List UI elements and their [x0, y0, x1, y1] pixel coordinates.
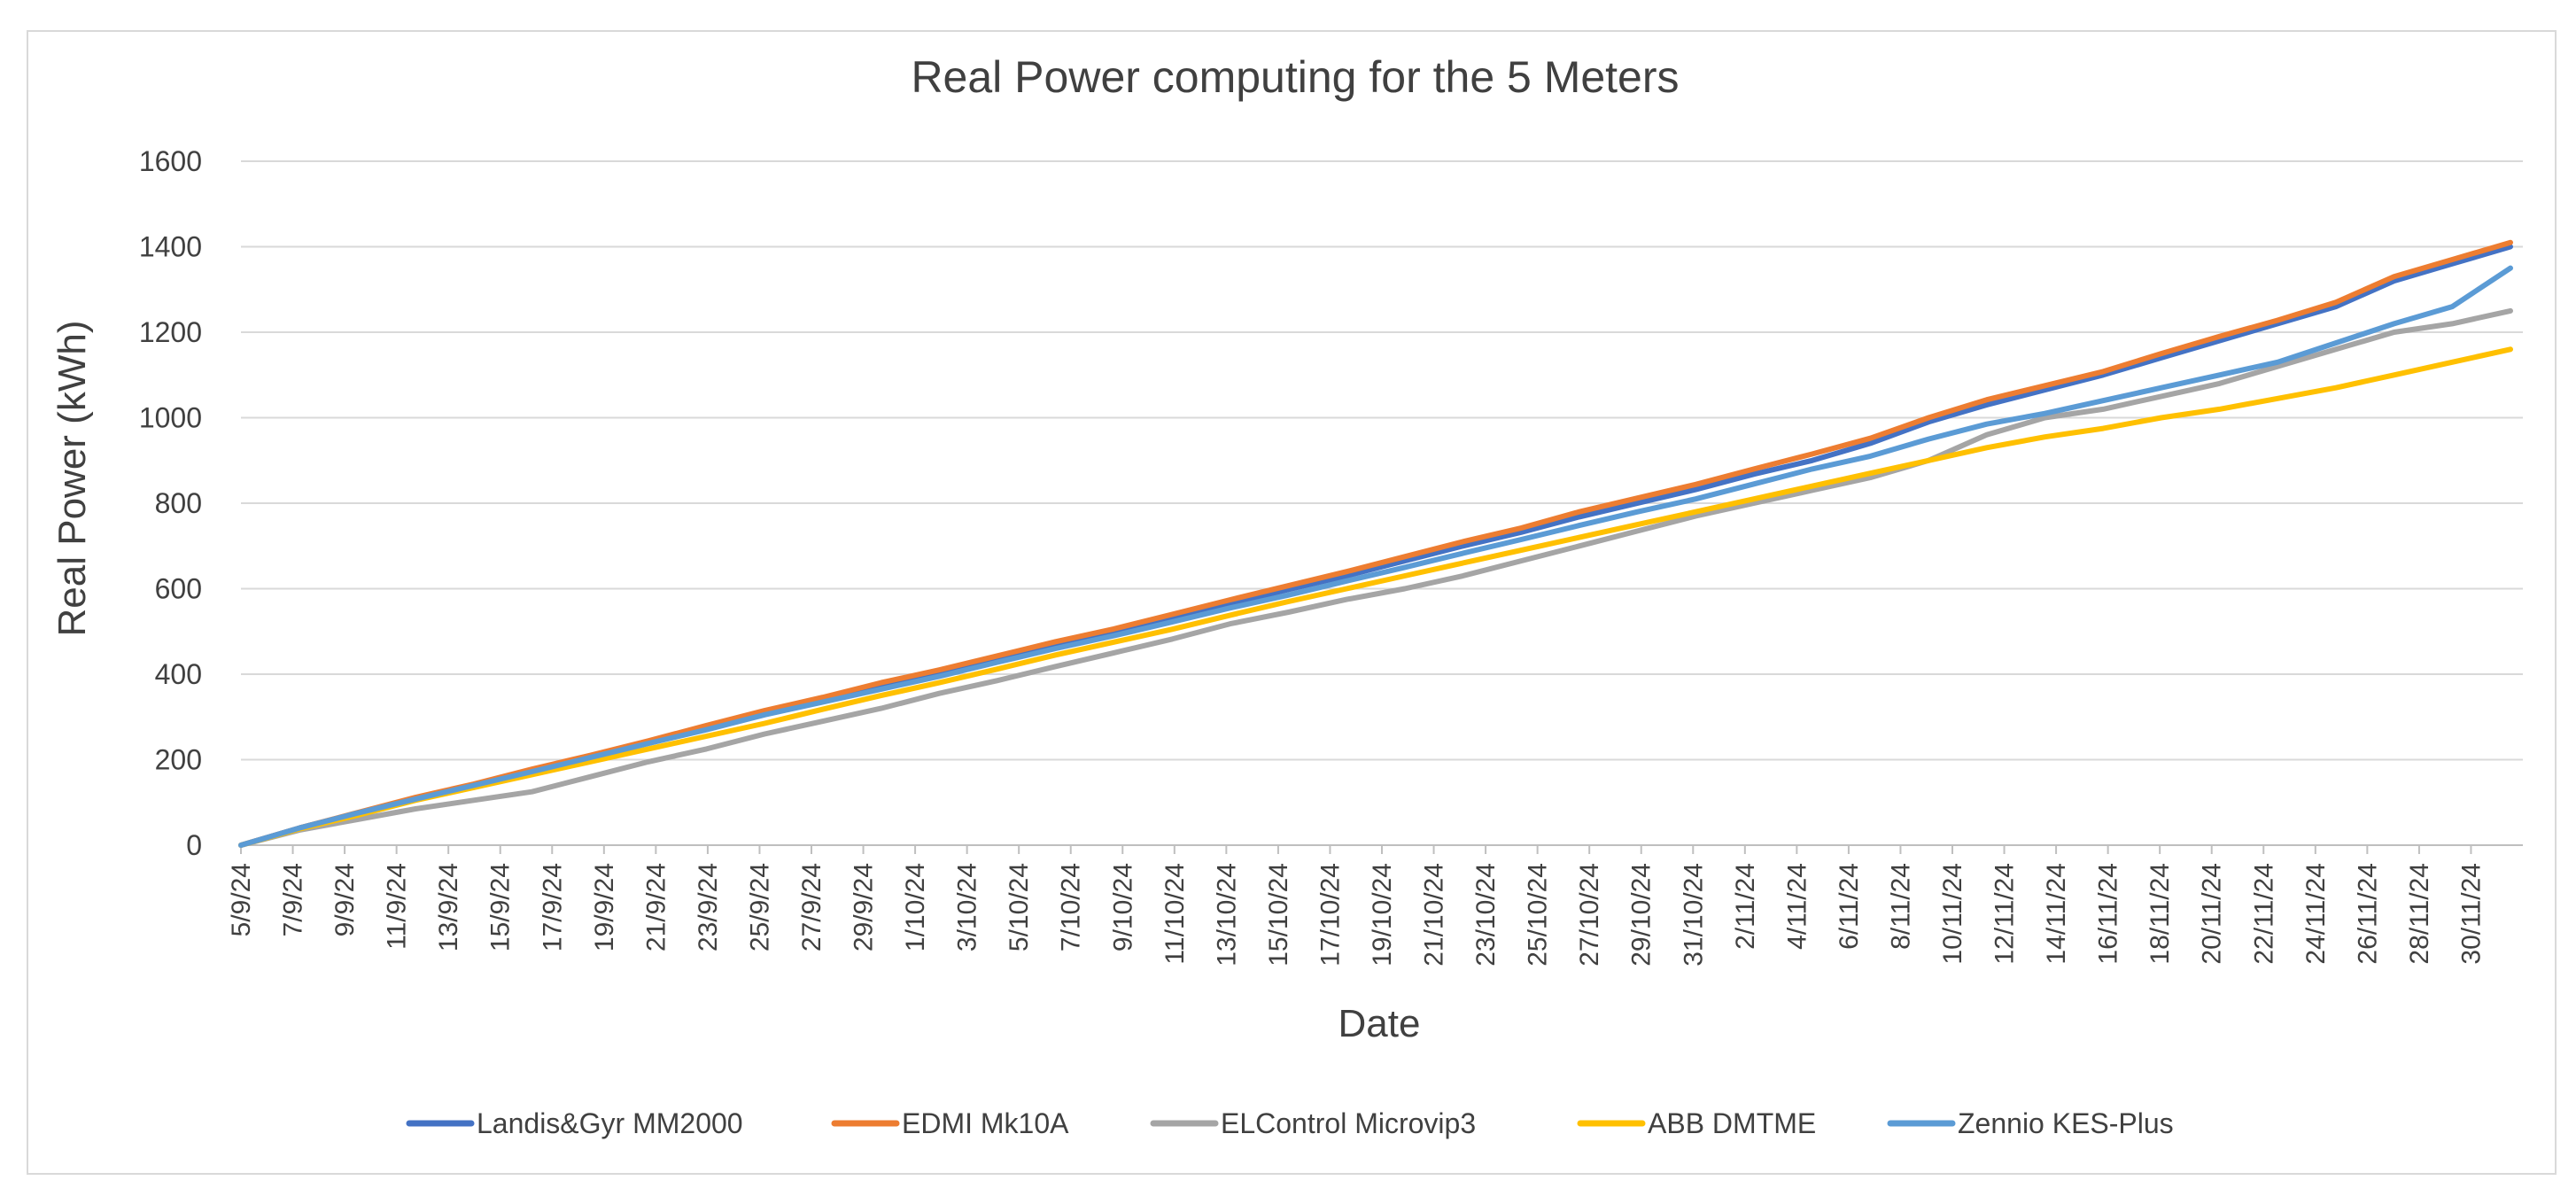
x-tick-label: 28/11/24 — [2405, 863, 2434, 965]
x-tick-label: 18/11/24 — [2145, 863, 2175, 965]
x-tick-label: 11/10/24 — [1160, 863, 1190, 965]
chart-frame: Real Power computing for the 5 Meters 0 2… — [27, 30, 2557, 1175]
legend-label: Landis&Gyr MM2000 — [477, 1107, 743, 1139]
x-tick-label: 12/11/24 — [1990, 863, 2020, 965]
x-tick-label: 5/10/24 — [1005, 863, 1034, 951]
legend-label: EDMI Mk10A — [902, 1107, 1069, 1139]
x-tick-label: 23/10/24 — [1471, 863, 1501, 967]
x-tick-label: 7/10/24 — [1057, 863, 1086, 951]
chart-title: Real Power computing for the 5 Meters — [911, 52, 1679, 102]
x-tick-label: 19/9/24 — [590, 863, 619, 951]
x-tick-label: 9/10/24 — [1108, 863, 1137, 951]
y-tick-label: 200 — [155, 744, 202, 776]
x-tick-label: 29/10/24 — [1627, 863, 1657, 967]
x-tick-label: 3/10/24 — [953, 863, 982, 951]
y-tick-label: 600 — [155, 573, 202, 605]
x-tick-label: 24/11/24 — [2301, 863, 2331, 965]
x-axis-title: Date — [1338, 1002, 1421, 1045]
x-tick-label: 7/9/24 — [279, 863, 308, 936]
x-tick-label: 4/11/24 — [1782, 863, 1812, 950]
x-tick-label: 17/9/24 — [538, 863, 567, 951]
x-tick-label: 25/10/24 — [1524, 863, 1553, 967]
legend-label: ELControl Microvip3 — [1221, 1107, 1476, 1139]
x-tick-label: 27/9/24 — [797, 863, 826, 951]
x-tick-label: 15/10/24 — [1264, 863, 1293, 967]
x-tick-label: 14/11/24 — [2042, 863, 2071, 965]
x-tick-label: 20/11/24 — [2198, 863, 2227, 965]
x-tick-label: 19/10/24 — [1368, 863, 1397, 967]
line-chart: Real Power computing for the 5 Meters 0 2… — [50, 52, 2523, 1139]
series-line-3 — [238, 307, 2513, 848]
series-line-4 — [238, 346, 2513, 848]
x-tick-label: 13/10/24 — [1212, 863, 1241, 967]
y-tick-label: 400 — [155, 658, 202, 690]
x-tick-label: 1/10/24 — [901, 863, 930, 951]
x-tick-label: 17/10/24 — [1315, 863, 1345, 967]
x-tick-label: 23/9/24 — [694, 863, 723, 951]
x-tick-label: 10/11/24 — [1938, 863, 1967, 965]
x-tick-label: 21/9/24 — [641, 863, 671, 951]
y-axis-title: Real Power (kWh) — [50, 321, 94, 637]
series-line-5 — [238, 265, 2513, 848]
y-tick-label: 1400 — [139, 231, 202, 263]
grid-lines — [241, 160, 2523, 846]
x-tick-label: 13/9/24 — [434, 863, 463, 951]
x-tick-label: 25/9/24 — [745, 863, 774, 951]
x-axis-ticks: 5/9/24 7/9/24 9/9/24 11/9/24 13/9/24 15/9/24 1… — [227, 845, 2486, 967]
x-tick-label: 11/9/24 — [383, 863, 412, 950]
x-tick-label: 5/9/24 — [227, 863, 256, 936]
y-tick-label: 1200 — [139, 316, 202, 348]
x-tick-label: 22/11/24 — [2249, 863, 2278, 965]
x-tick-label: 2/11/24 — [1731, 863, 1760, 950]
x-tick-label: 8/11/24 — [1886, 863, 1915, 950]
x-tick-label: 9/9/24 — [330, 863, 360, 936]
x-tick-label: 30/11/24 — [2456, 863, 2486, 965]
y-tick-label: 1600 — [139, 145, 202, 177]
legend: Landis&Gyr MM2000 EDMI Mk10A ELControl Mic… — [406, 1107, 2174, 1139]
x-tick-label: 29/9/24 — [850, 863, 879, 951]
legend-label: ABB DMTME — [1648, 1107, 1816, 1139]
x-tick-label: 21/10/24 — [1420, 863, 1449, 967]
x-tick-label: 16/11/24 — [2094, 863, 2123, 965]
y-tick-label: 1000 — [139, 402, 202, 434]
x-tick-label: 15/9/24 — [486, 863, 516, 951]
y-axis-ticks: 0 200 400 600 800 1000 1200 1400 1600 — [139, 145, 202, 861]
x-tick-label: 26/11/24 — [2353, 863, 2382, 965]
legend-label: Zennio KES-Plus — [1958, 1107, 2174, 1139]
x-tick-label: 6/11/24 — [1835, 863, 1864, 950]
series-lines — [238, 239, 2513, 848]
x-tick-label: 31/10/24 — [1679, 863, 1708, 967]
y-tick-label: 0 — [186, 829, 202, 861]
y-tick-label: 800 — [155, 487, 202, 519]
x-tick-label: 27/10/24 — [1575, 863, 1604, 967]
